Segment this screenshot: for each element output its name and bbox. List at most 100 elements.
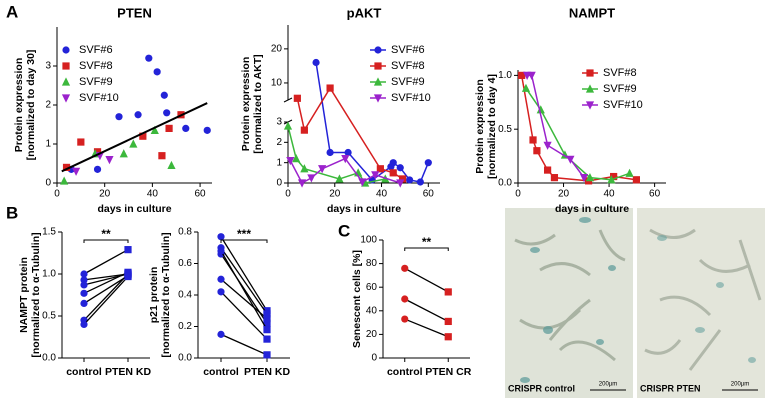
marker	[632, 176, 640, 184]
pair-line	[220, 250, 268, 330]
legend-label: SVF#10	[391, 92, 431, 104]
y-tick-label: 3	[45, 61, 51, 72]
scale-label: 200µm	[731, 382, 749, 388]
pair-line	[83, 271, 129, 294]
chart-title: pAKT	[347, 5, 382, 20]
y-tick-label: 0.4	[178, 290, 192, 301]
significance-bracket	[404, 247, 449, 251]
image-label: CRISPR control	[508, 383, 575, 393]
pair-line	[83, 273, 129, 321]
marker	[521, 83, 531, 92]
marker	[326, 84, 334, 92]
marker	[150, 125, 159, 134]
legend-marker	[61, 77, 71, 86]
panel-label: A	[6, 2, 18, 21]
legend-marker	[62, 46, 70, 54]
y-tick-label: 0.6	[178, 258, 192, 269]
marker	[263, 351, 271, 359]
marker	[544, 166, 552, 174]
x-tick-label: 20	[329, 189, 341, 200]
series-line	[527, 74, 585, 179]
marker	[610, 172, 618, 181]
legend-label: SVF#8	[79, 60, 113, 72]
marker	[217, 247, 225, 255]
x-tick-label: 40	[376, 189, 388, 200]
pair-line	[83, 249, 129, 275]
micrograph	[505, 208, 633, 398]
pair-line	[404, 267, 449, 293]
significance: **	[422, 235, 432, 249]
marker	[80, 281, 88, 289]
x-tick-label: 60	[649, 189, 661, 200]
y-axis-label: [normalized to α-Tubulin]	[160, 232, 172, 357]
pair-line	[220, 333, 268, 356]
marker	[62, 163, 71, 171]
y-axis-label: [normalized to AKT]	[252, 54, 264, 153]
x-tick-label: control	[66, 366, 102, 378]
marker	[292, 154, 301, 163]
micrograph-control: 200µm CRISPR control	[505, 208, 633, 398]
y-tick-label: 1.0	[498, 70, 512, 81]
marker	[217, 330, 225, 338]
y-tick-label: 80	[366, 258, 378, 269]
chart: 0.0 0.5 1.0 Protein expression [normalized t…	[474, 5, 666, 215]
significance-bracket	[220, 239, 268, 243]
marker	[406, 176, 414, 184]
marker	[396, 179, 405, 188]
marker	[263, 326, 271, 334]
marker	[566, 155, 575, 164]
x-tick-label: 0	[515, 189, 521, 200]
marker	[389, 169, 397, 177]
marker	[307, 174, 316, 183]
y-tick-label: 1.5	[42, 227, 56, 238]
marker	[77, 138, 85, 146]
legend-label: SVF#6	[391, 44, 425, 56]
marker	[625, 168, 634, 177]
y-axis-label: p21 protein	[148, 267, 160, 324]
legend-label: SVF#8	[603, 67, 637, 79]
marker	[80, 270, 88, 278]
y-tick-label: 0	[276, 178, 282, 189]
marker	[536, 105, 545, 114]
marker	[217, 275, 225, 283]
pair-line	[220, 278, 268, 320]
marker	[71, 167, 81, 176]
y-tick-label: 0.0	[42, 353, 56, 364]
marker	[80, 320, 88, 328]
y-axis-label: Protein expression	[13, 58, 25, 153]
legend-marker	[62, 62, 70, 70]
marker	[134, 111, 142, 119]
marker	[533, 147, 541, 155]
marker	[158, 152, 166, 160]
y-tick-label: 2	[276, 137, 282, 148]
y-axis-label: [normalized to day 4]	[486, 74, 498, 179]
marker	[124, 272, 132, 281]
y-tick-label: 3	[276, 117, 282, 128]
pair-line	[220, 247, 268, 315]
chart: 0 20 40 60 80 100 Senescent cells [%] control PT…	[351, 235, 472, 378]
marker	[300, 126, 308, 134]
marker	[153, 68, 161, 76]
image-label: CRISPR PTEN	[640, 383, 701, 393]
marker	[105, 156, 114, 165]
pair-line	[83, 273, 129, 281]
y-tick-label: 0.5	[498, 124, 512, 135]
y-tick-label: 20	[271, 44, 283, 55]
stain	[520, 217, 616, 383]
micrograph-pten: 200µm CRISPR PTEN	[637, 208, 765, 398]
marker	[93, 165, 102, 173]
marker	[283, 121, 293, 130]
y-tick-label: 60	[366, 282, 378, 293]
marker	[396, 164, 404, 172]
marker	[263, 319, 271, 327]
y-tick-label: 0.0	[498, 178, 512, 189]
marker	[607, 175, 616, 184]
chart: 0.0 0.5 1.0 1.5 NAMPT protein [normalized to …	[18, 227, 152, 378]
axis-break	[283, 97, 293, 125]
marker	[358, 178, 367, 187]
y-tick-label: 0	[45, 178, 51, 189]
chart: 0.0 0.2 0.4 0.6 0.8 p21 protein [normalized to…	[148, 227, 291, 378]
marker	[80, 289, 88, 297]
marker	[263, 315, 271, 323]
